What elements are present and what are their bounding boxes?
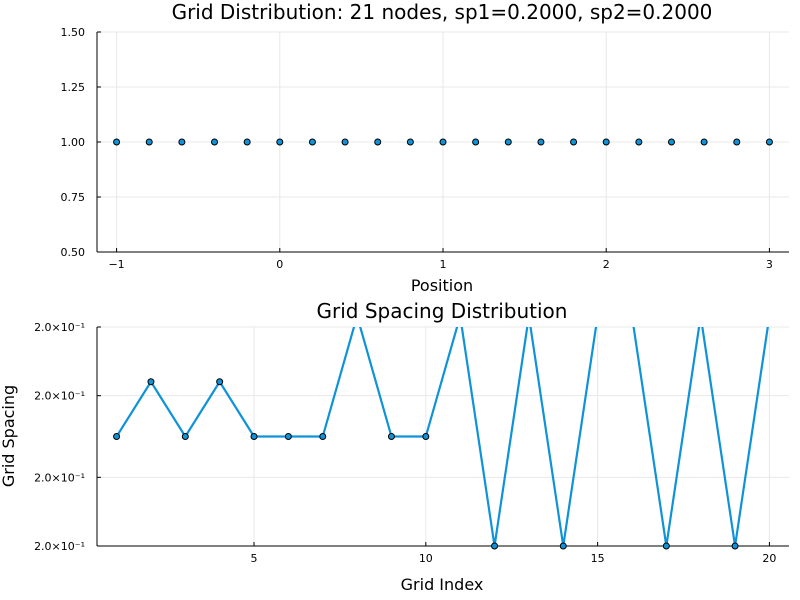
distribution-data-point <box>733 138 741 146</box>
distribution-data-point <box>570 138 578 146</box>
distribution-data-point <box>439 138 447 146</box>
spacing-series-line <box>115 327 769 546</box>
distribution-x-tick-label: −1 <box>108 258 124 271</box>
spacing-data-point <box>491 542 499 550</box>
distribution-data-point <box>472 138 480 146</box>
distribution-data-point <box>602 138 610 146</box>
spacing-data-point <box>284 433 292 440</box>
spacing-y-axis-label: Grid Spacing <box>0 385 18 487</box>
distribution-data-point <box>765 138 773 146</box>
spacing-x-tick-label: 5 <box>251 552 258 565</box>
spacing-data-point <box>319 433 327 440</box>
distribution-y-tick-label: 1.50 <box>61 26 86 39</box>
distribution-y-tick-label: 0.75 <box>61 191 86 204</box>
distribution-data-point <box>406 138 414 146</box>
spacing-data-point <box>181 433 189 440</box>
spacing-title: Grid Spacing Distribution <box>317 299 568 323</box>
distribution-data-point <box>113 138 121 146</box>
distribution-data-point <box>537 138 545 146</box>
distribution-y-tick-label: 1.25 <box>61 81 86 94</box>
spacing-data-point <box>731 542 739 550</box>
distribution-data-point <box>276 138 284 146</box>
spacing-data-point <box>147 378 155 386</box>
spacing-data-point <box>559 542 567 550</box>
distribution-data-point <box>374 138 382 146</box>
distribution-y-tick-label: 0.50 <box>61 246 86 259</box>
distribution-data-point <box>178 138 186 146</box>
distribution-data-point <box>243 138 251 146</box>
spacing-y-tick-label: 2.0×10⁻¹ <box>34 471 85 484</box>
spacing-y-tick-label: 2.0×10⁻¹ <box>34 390 85 403</box>
distribution-data-point <box>145 138 153 146</box>
spacing-y-tick-label: 2.0×10⁻¹ <box>34 321 85 334</box>
spacing-x-tick-label: 10 <box>419 552 433 565</box>
distribution-x-tick-label: 2 <box>603 258 610 271</box>
distribution-x-axis-label: Position <box>411 276 473 295</box>
spacing-data-point <box>422 433 430 440</box>
spacing-data-point <box>662 542 670 550</box>
distribution-x-tick-label: 1 <box>440 258 447 271</box>
distribution-data-point <box>635 138 643 146</box>
distribution-y-tick-label: 1.00 <box>61 136 86 149</box>
distribution-data-point <box>504 138 512 146</box>
spacing-y-tick-label: 2.0×10⁻¹ <box>34 540 85 553</box>
distribution-data-point <box>211 138 219 146</box>
distribution-data-point <box>308 138 316 146</box>
spacing-plot: Grid Spacing Distribution Grid Index Gri… <box>0 299 789 594</box>
spacing-data-point <box>250 433 258 440</box>
spacing-x-tick-label: 20 <box>762 552 776 565</box>
distribution-data-point <box>667 138 675 146</box>
spacing-x-axis-label: Grid Index <box>401 575 484 594</box>
distribution-plot: Grid Distribution: 21 nodes, sp1=0.2000,… <box>61 0 789 295</box>
spacing-data-point <box>216 378 224 386</box>
distribution-x-tick-label: 3 <box>766 258 773 271</box>
spacing-data-point <box>113 433 121 440</box>
distribution-x-tick-label: 0 <box>276 258 283 271</box>
spacing-x-tick-label: 15 <box>591 552 605 565</box>
distribution-data-point <box>700 138 708 146</box>
distribution-data-point <box>341 138 349 146</box>
spacing-data-point <box>387 433 395 440</box>
distribution-title: Grid Distribution: 21 nodes, sp1=0.2000,… <box>172 0 713 24</box>
